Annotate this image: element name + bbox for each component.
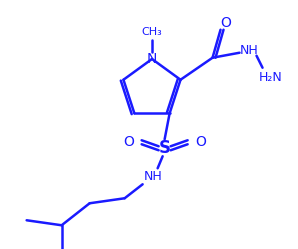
Text: NH: NH: [143, 170, 162, 183]
Text: CH₃: CH₃: [142, 27, 162, 37]
Text: O: O: [195, 135, 206, 149]
Text: NH: NH: [240, 44, 259, 57]
Text: N: N: [147, 52, 157, 66]
Text: H₂N: H₂N: [259, 71, 283, 84]
Text: O: O: [220, 16, 231, 30]
Text: O: O: [123, 135, 134, 149]
Text: S: S: [159, 139, 171, 157]
